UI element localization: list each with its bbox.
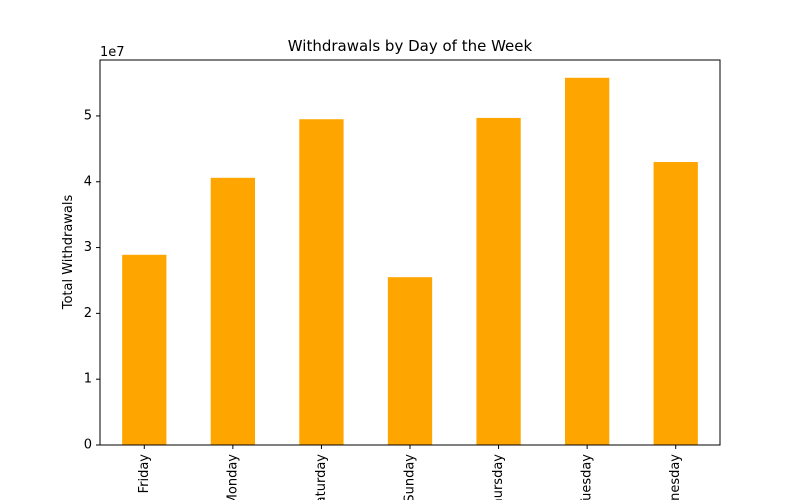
x-tick-label: Wednesday <box>668 454 683 500</box>
x-tick-label: Friday <box>137 454 152 494</box>
bar <box>210 177 255 446</box>
x-tick-label: Thursday <box>491 454 506 500</box>
bar <box>122 254 167 445</box>
bar <box>387 277 433 445</box>
x-tick-label: Sunday <box>403 454 418 500</box>
y-tick-label: 2 <box>84 306 92 321</box>
x-tick-label: Monday <box>225 454 240 500</box>
y-tick-label: 1 <box>84 372 92 387</box>
bar <box>476 117 521 446</box>
y-tick-label: 3 <box>84 240 92 255</box>
x-tick-label: Saturday <box>314 454 329 500</box>
chart-title: Withdrawals by Day of the Week <box>288 37 533 55</box>
y-axis-label: Total Withdrawals <box>61 194 76 310</box>
bar <box>565 77 610 446</box>
y-tick-label: 0 <box>84 438 92 453</box>
y-tick-label: 4 <box>84 174 92 189</box>
x-tick-label: Tuesday <box>580 454 595 500</box>
y-offset-label: 1e7 <box>100 45 125 60</box>
bar <box>299 119 344 445</box>
bar <box>653 162 698 445</box>
plot-frame <box>99 59 721 446</box>
y-tick-label: 5 <box>84 108 92 123</box>
